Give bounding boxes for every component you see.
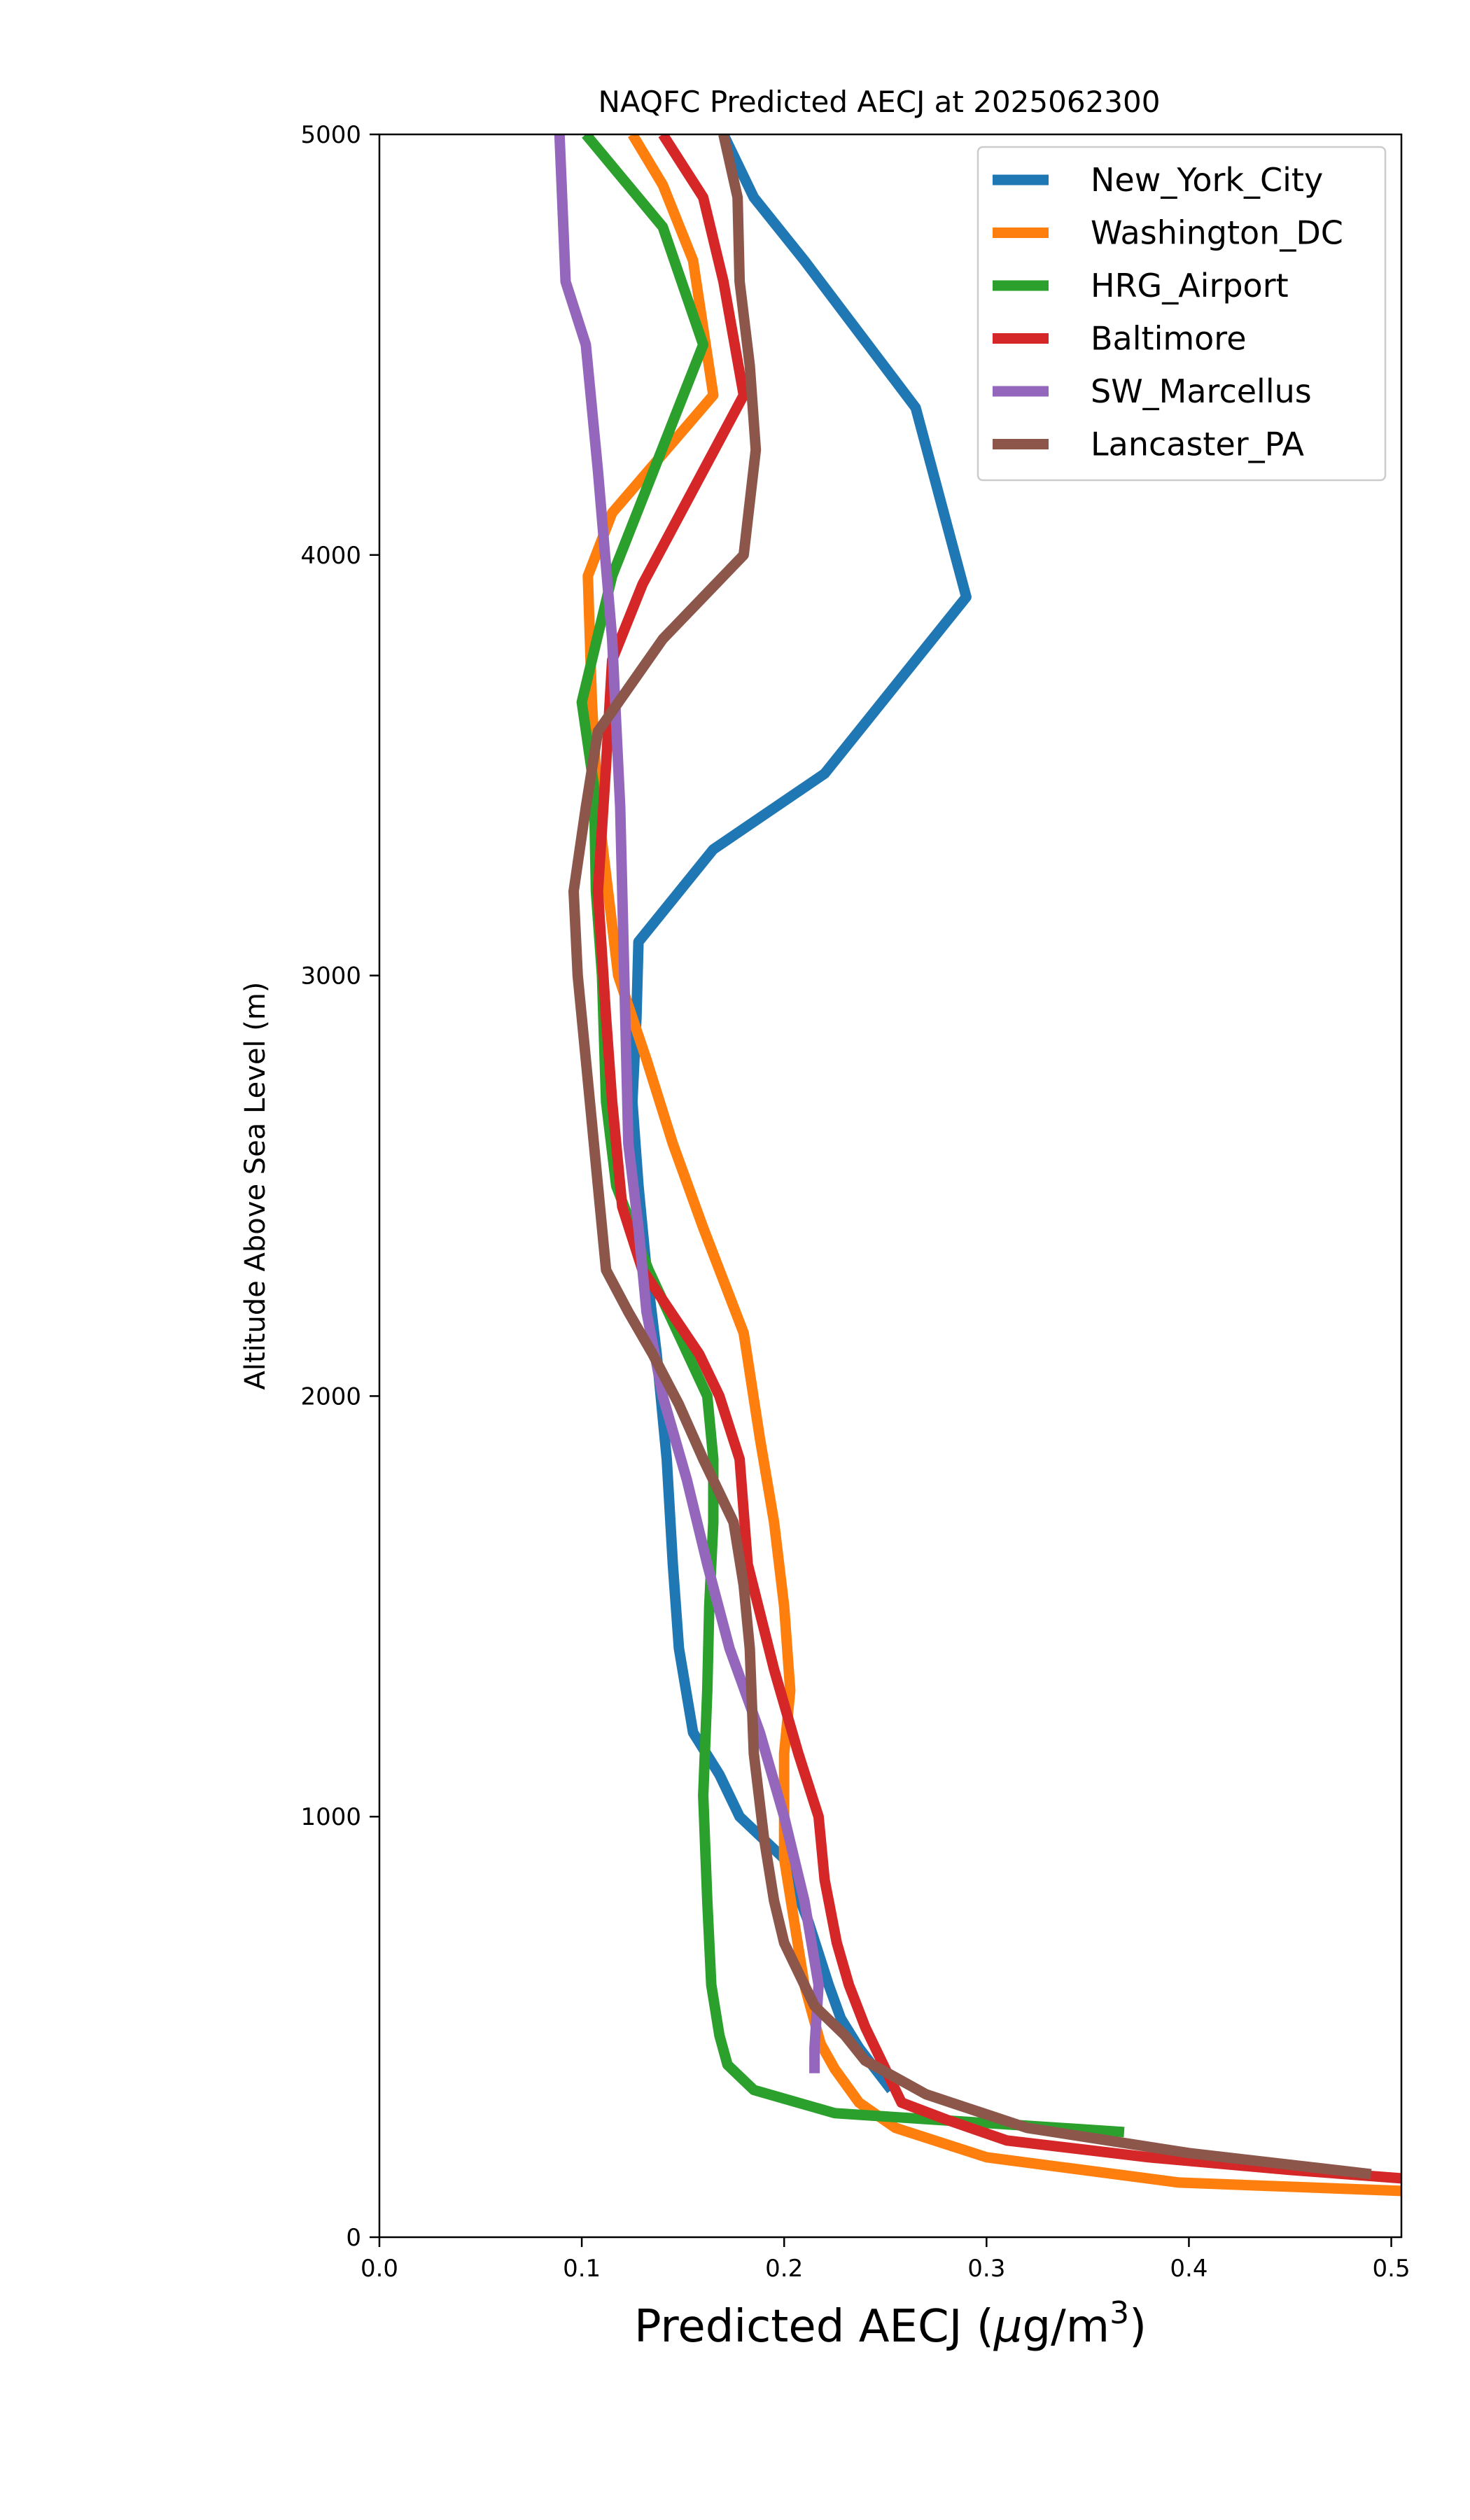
y-tick-label: 0 <box>346 2224 361 2252</box>
legend-label-baltimore: Baltimore <box>1091 320 1247 358</box>
x-axis-label-mu: μ <box>993 2301 1023 2353</box>
legend: New_York_City Washington_DC HRG_Airport Bal… <box>976 146 1387 482</box>
x-axis-label-exponent: 3 <box>1110 2295 1129 2331</box>
series-line-hrg-airport <box>576 134 1125 2138</box>
x-axis-label-main: Predicted AECJ <box>634 2301 962 2353</box>
y-tick-label: 1000 <box>300 1803 361 1831</box>
plot-area <box>378 133 1403 2239</box>
y-tick-label: 3000 <box>300 962 361 990</box>
legend-label-sw-marcellus: SW_Marcellus <box>1091 372 1312 410</box>
y-tick-label: 5000 <box>300 121 361 149</box>
x-tick-label: 0.2 <box>765 2255 803 2283</box>
series-line-lancaster-pa <box>568 134 1372 2180</box>
y-axis-label: Altitude Above Sea Level (m) <box>239 982 272 1390</box>
legend-frame <box>976 146 1387 482</box>
chart-title: NAQFC Predicted AECJ at 2025062300 <box>598 85 1161 119</box>
legend-label-lancaster-pa: Lancaster_PA <box>1091 426 1304 463</box>
x-axis-label: Predicted AECJ (μg/m3) <box>634 2295 1147 2353</box>
x-tick-label: 0.3 <box>967 2255 1005 2283</box>
series-line-sw-marcellus <box>554 134 824 2073</box>
x-tick-label: 0.4 <box>1170 2255 1208 2283</box>
y-tick-label: 4000 <box>300 542 361 570</box>
y-tick-label: 2000 <box>300 1382 361 1410</box>
x-axis-ticks: 0.0 0.1 0.2 0.3 0.4 0.5 <box>360 2237 1410 2283</box>
y-axis-ticks: 0 1000 2000 3000 4000 5000 <box>300 121 379 2252</box>
legend-label-hrg-airport: HRG_Airport <box>1091 267 1289 304</box>
x-tick-label: 0.5 <box>1373 2255 1410 2283</box>
x-tick-label: 0.0 <box>360 2255 398 2283</box>
legend-label-new-york-city: New_York_City <box>1091 161 1323 199</box>
x-tick-label: 0.1 <box>563 2255 601 2283</box>
legend-label-washington-dc: Washington_DC <box>1091 214 1343 252</box>
axes-frame <box>378 133 1403 2239</box>
x-axis-label-unit: g/m <box>1023 2301 1110 2353</box>
series-layer <box>554 134 1401 2197</box>
